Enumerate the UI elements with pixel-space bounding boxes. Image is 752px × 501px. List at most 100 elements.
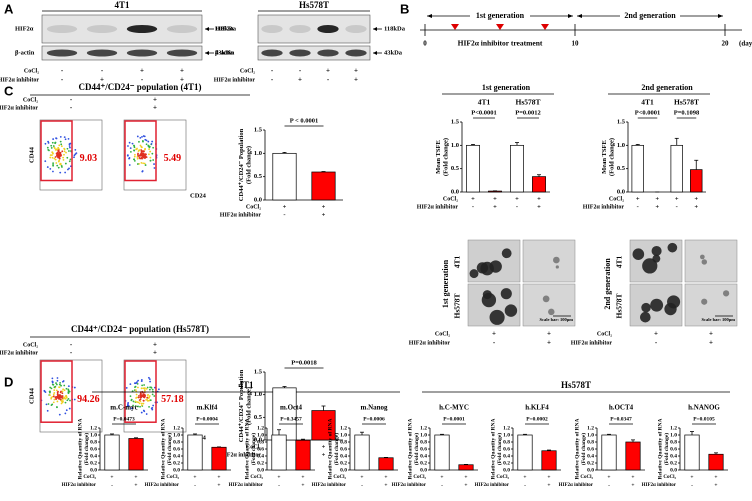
y-tick-label: 0.0: [587, 467, 594, 473]
event: [133, 158, 136, 161]
event: [140, 411, 143, 414]
chart-title: m.Oct4: [280, 404, 302, 412]
event: [53, 157, 56, 160]
y-tick-label: 0.2: [587, 460, 594, 466]
event: [143, 387, 146, 389]
event: [64, 395, 67, 398]
treatment-label: HIF2α inhibitor: [0, 77, 39, 83]
event: [54, 156, 57, 158]
event: [50, 396, 53, 399]
micrograph: [684, 239, 738, 283]
sphere: [548, 308, 555, 316]
event: [148, 395, 151, 397]
treatment-label: CoCl₂: [597, 331, 612, 337]
treatment-sign: -: [441, 482, 443, 488]
y-tick-label: 0.8: [340, 439, 347, 445]
event: [141, 140, 144, 142]
arrow-head: [205, 51, 209, 55]
y-axis-label: (Fold change): [443, 138, 450, 176]
group-label: Hs578T: [515, 98, 540, 107]
sphere: [641, 302, 651, 313]
y-tick-label: 0.0: [451, 188, 459, 195]
y-tick-label: 0.0: [617, 188, 625, 195]
treatment-sign: +: [153, 96, 157, 104]
treatment-sign: -: [70, 341, 73, 349]
y-tick-label: 1.0: [617, 142, 625, 149]
event: [45, 403, 48, 406]
event: [57, 153, 60, 156]
treatment-sign: +: [134, 482, 137, 488]
treatment-sign: +: [153, 349, 157, 357]
treatment-sign: +: [631, 482, 634, 488]
event: [61, 395, 64, 397]
event: [52, 138, 55, 140]
event: [139, 395, 142, 397]
event: [137, 153, 139, 156]
event: [142, 135, 145, 137]
blot-row-label: β-actin: [15, 49, 35, 56]
event: [66, 399, 69, 402]
y-axis-label: (Fold change): [609, 138, 616, 176]
event: [69, 399, 71, 402]
y-tick-label: 1.2: [90, 425, 97, 431]
event: [56, 396, 59, 399]
treatment-label: HIF2α inhibitor: [220, 212, 262, 218]
event: [44, 142, 47, 145]
sphere: [501, 248, 512, 259]
treatment-label: CoCl₂: [609, 196, 624, 202]
event: [58, 383, 61, 386]
bar: [466, 144, 480, 193]
blot: [257, 45, 371, 61]
treatment-sign: +: [547, 339, 551, 347]
treatment-sign: +: [180, 76, 184, 84]
chart-title: m.C-myc: [110, 404, 137, 412]
event: [140, 402, 143, 405]
timeline-tick-label: 20: [722, 40, 730, 48]
panel-letter: A: [4, 1, 14, 16]
event: [74, 148, 77, 151]
treatment-sign: +: [493, 195, 497, 202]
event: [62, 159, 65, 161]
span-label: 2nd generation: [624, 11, 676, 20]
y-axis-label: (Fold change): [333, 433, 340, 465]
y-tick-label: 0.2: [90, 460, 97, 466]
treatment-sign: -: [676, 203, 678, 210]
sphere: [500, 288, 512, 300]
event: [148, 388, 151, 391]
event: [68, 143, 71, 146]
bar: [354, 434, 370, 471]
y-tick-label: 1.2: [340, 425, 347, 431]
event: [61, 392, 64, 395]
event: [126, 154, 129, 157]
event: [65, 151, 67, 154]
y-tick-label: 0.2: [420, 460, 427, 466]
y-tick-label: 1.0: [257, 432, 264, 438]
treatment-sign: -: [70, 104, 73, 112]
event: [136, 396, 138, 399]
treatment-sign: +: [675, 195, 679, 202]
event: [136, 381, 138, 383]
y-tick-label: 0.6: [503, 446, 510, 452]
treatment-label: HIF2α inhibitor: [220, 452, 262, 458]
event: [148, 153, 150, 156]
y-axis-label: Relative Quantity of RNA: [490, 418, 496, 479]
y-axis-label: Relative Quantity of RNA: [407, 418, 413, 479]
event: [140, 404, 143, 407]
event: [62, 156, 65, 159]
y-tick-label: 0.2: [173, 460, 180, 466]
chart-title: h.C-MYC: [439, 404, 469, 412]
flow-plot: [39, 359, 103, 433]
event: [56, 377, 59, 379]
treatment-sign: +: [140, 67, 144, 75]
y-axis-label: (Fold change): [496, 433, 503, 465]
event: [59, 163, 61, 166]
sphere: [667, 295, 681, 309]
event: [55, 137, 58, 140]
treatment-label: CoCl₂: [240, 68, 255, 74]
cell-label: 4T1: [453, 256, 462, 269]
event: [137, 396, 140, 399]
treatment-sign: +: [471, 195, 475, 202]
event: [134, 400, 137, 403]
treatment-sign: +: [709, 339, 713, 347]
y-tick-label: 0.4: [503, 453, 510, 459]
